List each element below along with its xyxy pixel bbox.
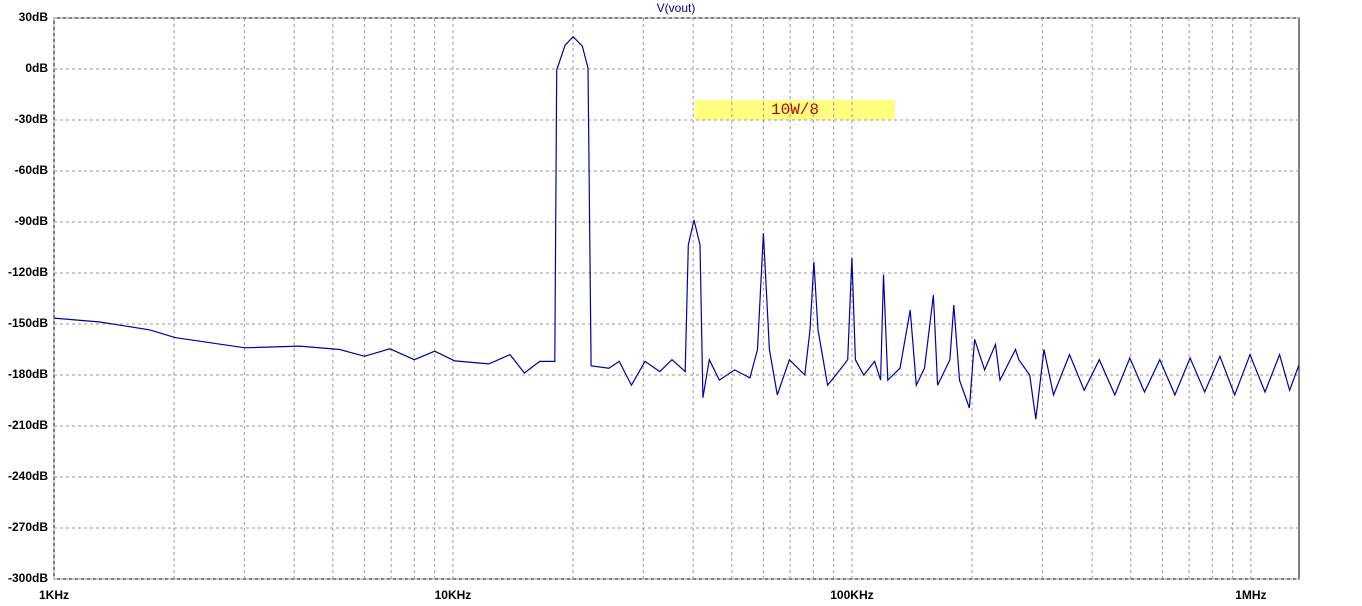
y-tick-label: -60dB: [15, 163, 49, 177]
y-tick-label: 30dB: [19, 10, 49, 24]
y-tick-label: -150dB: [8, 316, 48, 330]
y-tick-label: -300dB: [8, 571, 48, 585]
x-tick-label: 100KHz: [830, 588, 873, 602]
y-tick-label: -270dB: [8, 520, 48, 534]
series-line: [53, 35, 1300, 420]
plot-area: [53, 17, 1300, 580]
annotation-box: [695, 100, 895, 120]
y-tick-label: -180dB: [8, 367, 48, 381]
chart-title: V(vout): [657, 1, 696, 15]
y-tick-label: -210dB: [8, 418, 48, 432]
x-tick-label: 10KHz: [435, 588, 472, 602]
x-tick-label: 1KHz: [39, 588, 69, 602]
y-tick-label: -90dB: [15, 214, 49, 228]
y-tick-label: -120dB: [8, 265, 48, 279]
y-tick-label: -30dB: [15, 112, 49, 126]
y-tick-label: -240dB: [8, 469, 48, 483]
x-tick-label: 1MHz: [1235, 588, 1266, 602]
y-tick-label: 0dB: [25, 61, 48, 75]
annotation: 10W/8: [771, 101, 819, 119]
